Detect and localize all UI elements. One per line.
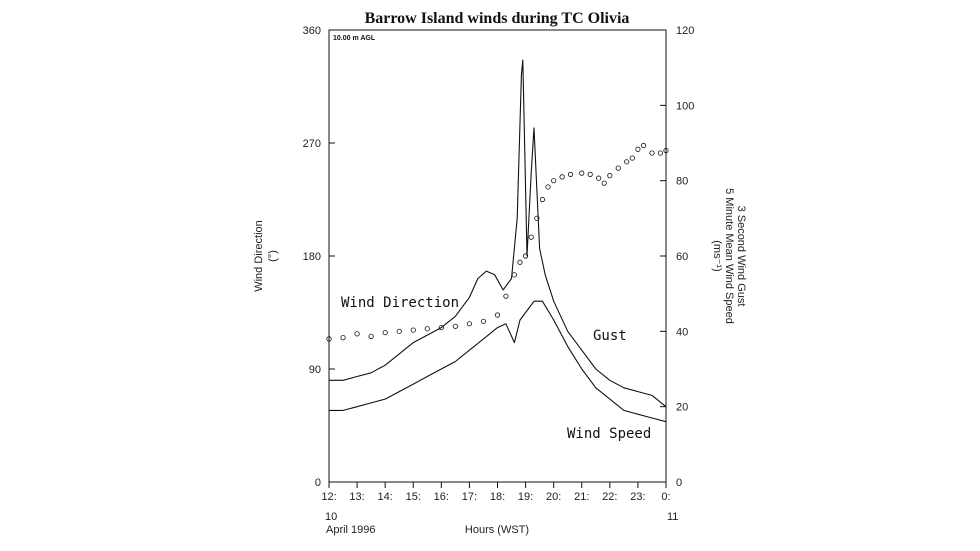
data-point-direction xyxy=(539,196,546,203)
data-point-direction xyxy=(517,259,523,265)
right-tick-label: 100 xyxy=(676,100,694,112)
data-point-direction xyxy=(615,165,621,171)
data-point-direction xyxy=(354,331,360,337)
x-end-date: 11 xyxy=(667,511,678,523)
height-note: 10.00 m AGL xyxy=(333,35,376,42)
data-point-direction xyxy=(551,178,557,184)
data-point-direction xyxy=(579,170,585,176)
left-axis-label-line2: (°) xyxy=(267,250,279,262)
annotation-wind-direction: Wind Direction xyxy=(341,295,459,311)
left-axis-label: Wind Direction (°) xyxy=(253,220,279,292)
x-tick-label: 19: xyxy=(518,491,533,503)
data-point-direction xyxy=(595,175,602,181)
series-wind-speed-line xyxy=(329,300,667,423)
right-axis-label: (ms⁻¹) 5 Minute Mean Wind Speed 3 Second… xyxy=(711,188,747,324)
right-tick-label: 0 xyxy=(676,477,682,489)
data-point-direction xyxy=(567,171,574,177)
x-axis-label: Hours (WST) xyxy=(465,524,529,536)
x-tick-label: 17: xyxy=(462,491,477,503)
right-tick-label: 120 xyxy=(676,25,694,37)
annotation-wind-speed: Wind Speed xyxy=(567,426,651,442)
left-tick-label: 0 xyxy=(315,477,321,489)
left-axis: 0 90 180 270 360 xyxy=(303,25,335,489)
data-point-direction xyxy=(511,272,517,278)
x-tick-label: 0: xyxy=(661,491,670,503)
right-axis: 0 20 40 60 80 100 120 xyxy=(660,25,694,489)
data-point-direction xyxy=(607,173,613,179)
data-point-direction xyxy=(545,184,551,190)
x-axis: 12: 13: 14: 15: 16: 17: 18: 19: 20: 21: 22: 23: 0: xyxy=(321,482,671,503)
data-point-direction xyxy=(528,234,534,240)
date-label: April 1996 xyxy=(326,524,376,536)
chart-title: Barrow Island winds during TC Olivia xyxy=(365,10,630,27)
data-point-direction xyxy=(587,171,593,177)
x-tick-label: 12: xyxy=(321,491,336,503)
data-point-direction xyxy=(624,159,630,165)
x-tick-label: 20: xyxy=(546,491,561,503)
x-tick-label: 21: xyxy=(574,491,589,503)
data-point-direction xyxy=(368,333,374,339)
x-tick-label: 18: xyxy=(490,491,505,503)
right-tick-label: 20 xyxy=(676,402,688,414)
x-tick-label: 14: xyxy=(378,491,393,503)
x-tick-label: 13: xyxy=(349,491,364,503)
data-point-direction xyxy=(503,293,509,299)
data-point-direction xyxy=(326,336,332,342)
right-tick-label: 60 xyxy=(676,251,688,263)
left-tick-label: 90 xyxy=(309,364,321,376)
series-layer xyxy=(326,59,669,423)
data-point-direction xyxy=(649,150,655,156)
data-point-direction xyxy=(424,326,430,332)
left-tick-label: 180 xyxy=(303,251,321,263)
data-point-direction xyxy=(629,155,635,161)
data-point-direction xyxy=(480,318,487,324)
series-wind-direction xyxy=(326,142,669,342)
x-tick-label: 16: xyxy=(434,491,449,503)
data-point-direction xyxy=(663,147,669,154)
data-point-direction xyxy=(640,142,647,149)
data-point-direction xyxy=(452,323,458,329)
data-point-direction xyxy=(466,321,473,327)
left-tick-label: 360 xyxy=(303,25,321,37)
data-point-direction xyxy=(340,335,346,341)
x-tick-label: 15: xyxy=(406,491,421,503)
right-tick-label: 80 xyxy=(676,176,688,188)
data-point-direction xyxy=(382,329,388,336)
right-axis-label-line1: (ms⁻¹) xyxy=(711,240,723,271)
x-tick-label: 22: xyxy=(602,491,617,503)
data-point-direction xyxy=(494,312,501,318)
left-axis-label-line1: Wind Direction xyxy=(253,220,265,292)
data-point-direction xyxy=(438,324,444,331)
data-point-direction xyxy=(657,150,663,156)
right-tick-label: 40 xyxy=(676,326,688,338)
data-point-direction xyxy=(559,174,565,180)
data-point-direction xyxy=(534,215,540,221)
x-start-date: 10 xyxy=(325,511,337,523)
plot-frame xyxy=(328,29,667,483)
data-point-direction xyxy=(601,180,607,186)
series-gust-line xyxy=(329,59,667,408)
x-tick-label: 23: xyxy=(630,491,645,503)
data-point-direction xyxy=(410,327,416,333)
right-axis-label-line2: 5 Minute Mean Wind Speed xyxy=(723,188,735,324)
data-point-direction xyxy=(396,328,402,334)
right-axis-label-line3: 3 Second Wind Gust xyxy=(735,206,747,307)
left-tick-label: 270 xyxy=(303,138,321,150)
data-point-direction xyxy=(522,253,529,259)
data-point-direction xyxy=(635,146,641,152)
annotation-gust: Gust xyxy=(593,328,627,344)
